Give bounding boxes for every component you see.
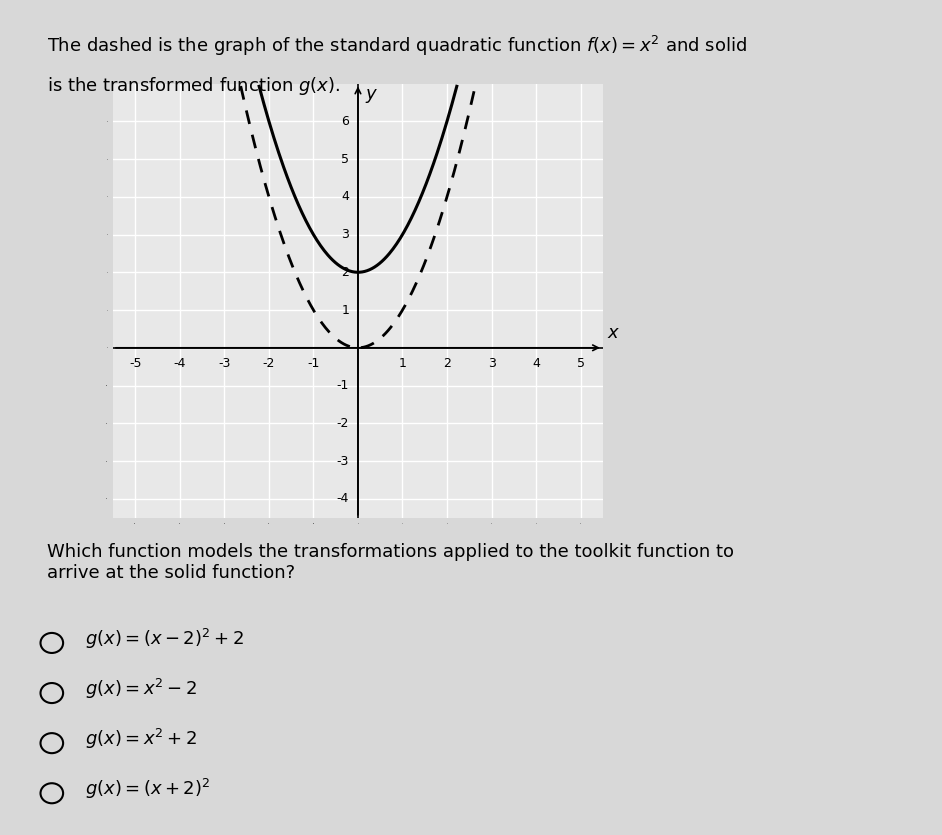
Text: is the transformed function $g(x)$.: is the transformed function $g(x)$. (47, 75, 340, 97)
Text: 6: 6 (341, 114, 349, 128)
Text: 3: 3 (341, 228, 349, 241)
Text: -3: -3 (219, 357, 231, 370)
Text: -1: -1 (307, 357, 319, 370)
Text: The dashed is the graph of the standard quadratic function $f(x) = x^2$ and soli: The dashed is the graph of the standard … (47, 33, 747, 58)
Text: 4: 4 (532, 357, 540, 370)
Text: 1: 1 (341, 304, 349, 316)
Text: -5: -5 (129, 357, 141, 370)
Text: $g(x) = x^2 - 2$: $g(x) = x^2 - 2$ (85, 677, 197, 701)
Text: $g(x) = (x+2)^2$: $g(x) = (x+2)^2$ (85, 777, 210, 801)
Text: Which function models the transformations applied to the toolkit function to
arr: Which function models the transformation… (47, 543, 734, 581)
Text: $g(x) = x^2 + 2$: $g(x) = x^2 + 2$ (85, 727, 197, 751)
Text: 3: 3 (488, 357, 495, 370)
Text: -4: -4 (173, 357, 186, 370)
Text: -1: -1 (336, 379, 349, 392)
Text: 5: 5 (341, 153, 349, 165)
Text: -2: -2 (263, 357, 275, 370)
Text: -2: -2 (336, 417, 349, 430)
Text: $x$: $x$ (608, 324, 621, 342)
Text: -4: -4 (336, 493, 349, 505)
Text: 4: 4 (341, 190, 349, 203)
Text: 1: 1 (398, 357, 406, 370)
Text: $g(x) = (x-2)^2 + 2$: $g(x) = (x-2)^2 + 2$ (85, 627, 244, 650)
Text: -3: -3 (336, 454, 349, 468)
Text: 2: 2 (443, 357, 451, 370)
Text: 5: 5 (577, 357, 585, 370)
Text: $y$: $y$ (365, 88, 378, 105)
Text: 2: 2 (341, 266, 349, 279)
